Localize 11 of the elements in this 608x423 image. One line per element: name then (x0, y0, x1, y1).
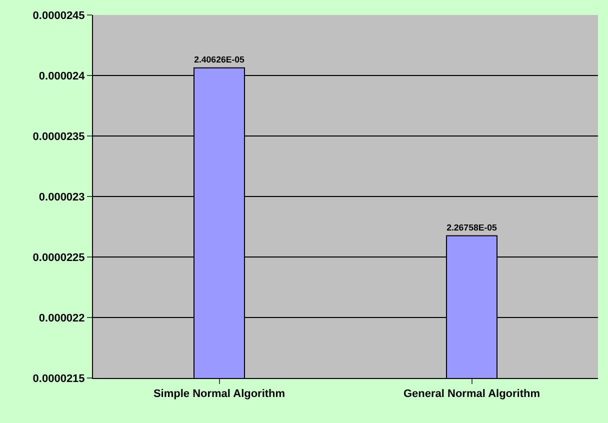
y-tick-label: 0.000024 (38, 70, 86, 82)
y-tick-label: 0.000023 (38, 191, 85, 204)
y-tick-label: 0.0000245 (32, 10, 85, 22)
data-label: 2.26758E-05 (446, 222, 498, 232)
data-label: 2.40626E-05 (194, 54, 245, 65)
x-tick-label: General Normal Algorithm (403, 388, 540, 400)
x-tick-label: Simple Normal Algorithm (153, 388, 286, 400)
y-tick-label: 0.000022 (38, 312, 85, 324)
y-tick-label: 0.0000225 (32, 252, 85, 264)
y-tick-label: 0.0000215 (32, 372, 85, 385)
y-tick-label: 0.0000235 (32, 130, 85, 143)
